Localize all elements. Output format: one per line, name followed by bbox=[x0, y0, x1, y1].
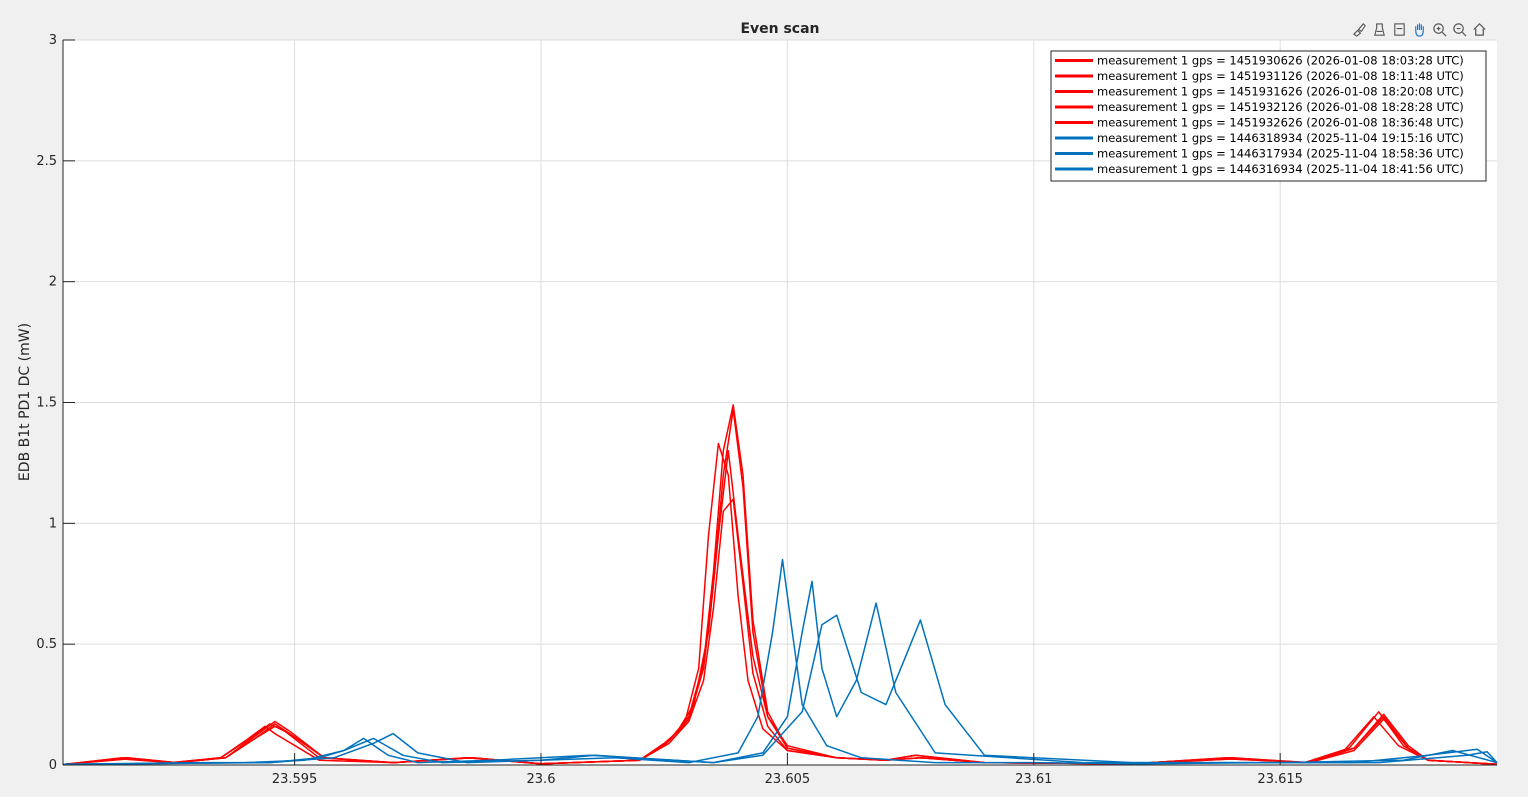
legend-entry: measurement 1 gps = 1451932126 (2026-01-… bbox=[1097, 100, 1464, 114]
pan-icon[interactable] bbox=[1410, 20, 1428, 38]
series-line-5 bbox=[62, 404, 1498, 766]
home-icon[interactable] bbox=[1470, 20, 1488, 38]
y-tick-label: 2 bbox=[49, 275, 57, 290]
x-tick-label: 23.615 bbox=[1257, 772, 1303, 787]
x-tick-label: 23.61 bbox=[1015, 772, 1052, 787]
series-line-8 bbox=[62, 614, 1498, 766]
y-tick-label: 1.5 bbox=[36, 396, 57, 411]
legend-entry: measurement 1 gps = 1446318934 (2025-11-… bbox=[1097, 131, 1464, 145]
legend-entry: measurement 1 gps = 1451931126 (2026-01-… bbox=[1097, 69, 1464, 83]
y-tick-label: 0.5 bbox=[36, 637, 57, 652]
restore-icon[interactable] bbox=[1390, 20, 1408, 38]
legend[interactable]: measurement 1 gps = 1451930626 (2026-01-… bbox=[1050, 50, 1487, 182]
x-tick-label: 23.6 bbox=[527, 772, 556, 787]
legend-entry: measurement 1 gps = 1446317934 (2025-11-… bbox=[1097, 147, 1464, 161]
zoom-out-icon[interactable] bbox=[1450, 20, 1468, 38]
series-line-7 bbox=[62, 580, 1498, 766]
legend-entry: measurement 1 gps = 1451931626 (2026-01-… bbox=[1097, 85, 1464, 99]
tick-labels: 23.595 23.6 23.605 23.61 23.615 0 0.5 1 1.5 2 2.5 3 bbox=[36, 33, 1303, 787]
x-tick-label: 23.605 bbox=[765, 772, 811, 787]
y-tick-label: 1 bbox=[49, 516, 57, 531]
data-cursor-icon[interactable] bbox=[1370, 20, 1388, 38]
brush-icon[interactable] bbox=[1350, 20, 1368, 38]
axes bbox=[62, 39, 1497, 766]
legend-entry: measurement 1 gps = 1451932626 (2026-01-… bbox=[1097, 116, 1464, 130]
legend-entry: measurement 1 gps = 1446316934 (2025-11-… bbox=[1097, 162, 1464, 176]
x-tick-label: 23.595 bbox=[272, 772, 318, 787]
y-tick-label: 3 bbox=[49, 33, 57, 48]
series-line-6 bbox=[62, 558, 1498, 766]
axes-toolbar bbox=[1350, 19, 1488, 39]
legend-box bbox=[1050, 50, 1487, 182]
y-tick-label: 0 bbox=[49, 758, 57, 773]
legend-entry: measurement 1 gps = 1451930626 (2026-01-… bbox=[1097, 54, 1464, 68]
series-lines bbox=[62, 404, 1498, 766]
zoom-in-icon[interactable] bbox=[1430, 20, 1448, 38]
chart-title: Even scan bbox=[740, 21, 819, 37]
y-axis-label: EDB B1t PD1 DC (mW) bbox=[17, 323, 33, 481]
y-tick-label: 2.5 bbox=[36, 154, 57, 169]
